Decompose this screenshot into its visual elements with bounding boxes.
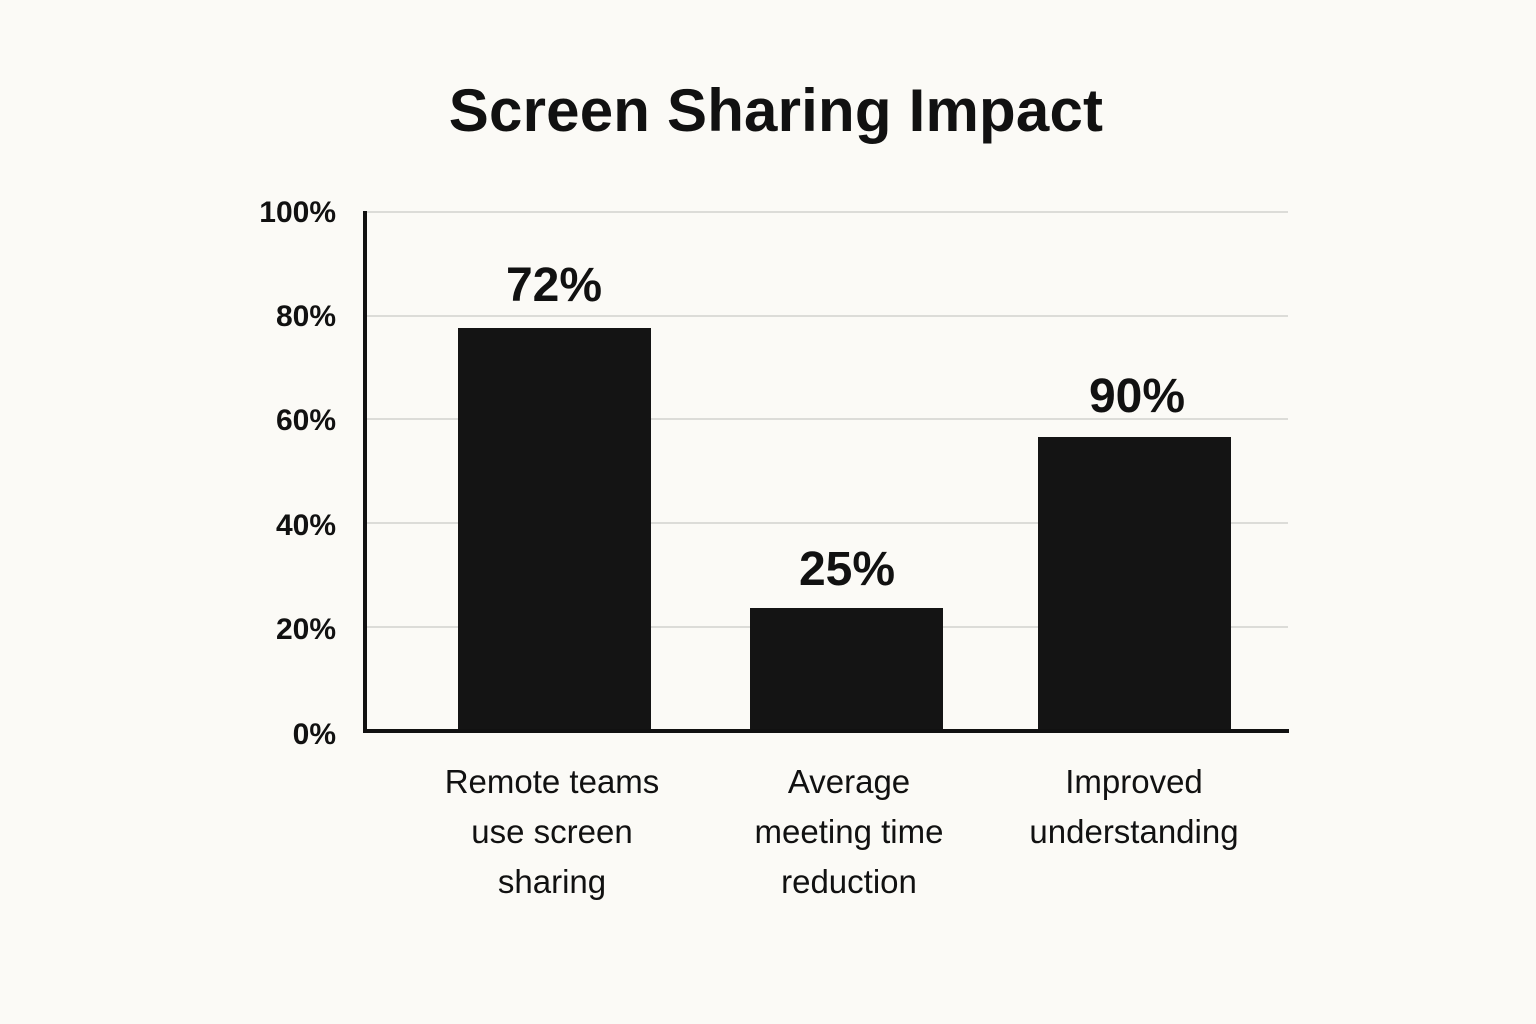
y-tick-label: 40% <box>275 509 336 542</box>
gridline-80 <box>367 315 1288 317</box>
gridline-60 <box>367 418 1288 420</box>
bar-value-label: 90% <box>1088 370 1186 423</box>
x-label-line: use screen <box>471 813 633 850</box>
chart-title: Screen Sharing Impact <box>448 77 1104 144</box>
y-tick-label: 80% <box>275 300 336 333</box>
y-tick-label: 100% <box>259 196 336 229</box>
gridline-100 <box>367 211 1288 213</box>
y-tick-label: 20% <box>275 613 336 646</box>
x-label-line: Average <box>787 763 911 800</box>
bar-remote-teams <box>458 328 651 731</box>
x-category-label: Improved understanding <box>994 757 1274 857</box>
bar-understanding <box>1038 437 1231 731</box>
y-axis-line <box>363 211 367 733</box>
bar-value-label: 25% <box>798 543 896 596</box>
y-tick-label: 60% <box>275 404 336 437</box>
x-label-line: meeting time <box>754 813 944 850</box>
x-category-label: Average meeting time reduction <box>709 757 989 907</box>
y-tick-label: 0% <box>292 718 336 751</box>
bar-meeting-time <box>750 608 943 731</box>
x-label-line: reduction <box>781 863 917 900</box>
x-label-line: sharing <box>497 863 607 900</box>
gridline-40 <box>367 522 1288 524</box>
x-category-label: Remote teams use screen sharing <box>412 757 692 907</box>
x-label-line: understanding <box>1029 813 1239 850</box>
x-label-line: Remote teams <box>444 763 660 800</box>
x-axis-line <box>363 729 1289 733</box>
bar-value-label: 72% <box>505 259 603 312</box>
x-label-line: Improved <box>1065 763 1203 800</box>
